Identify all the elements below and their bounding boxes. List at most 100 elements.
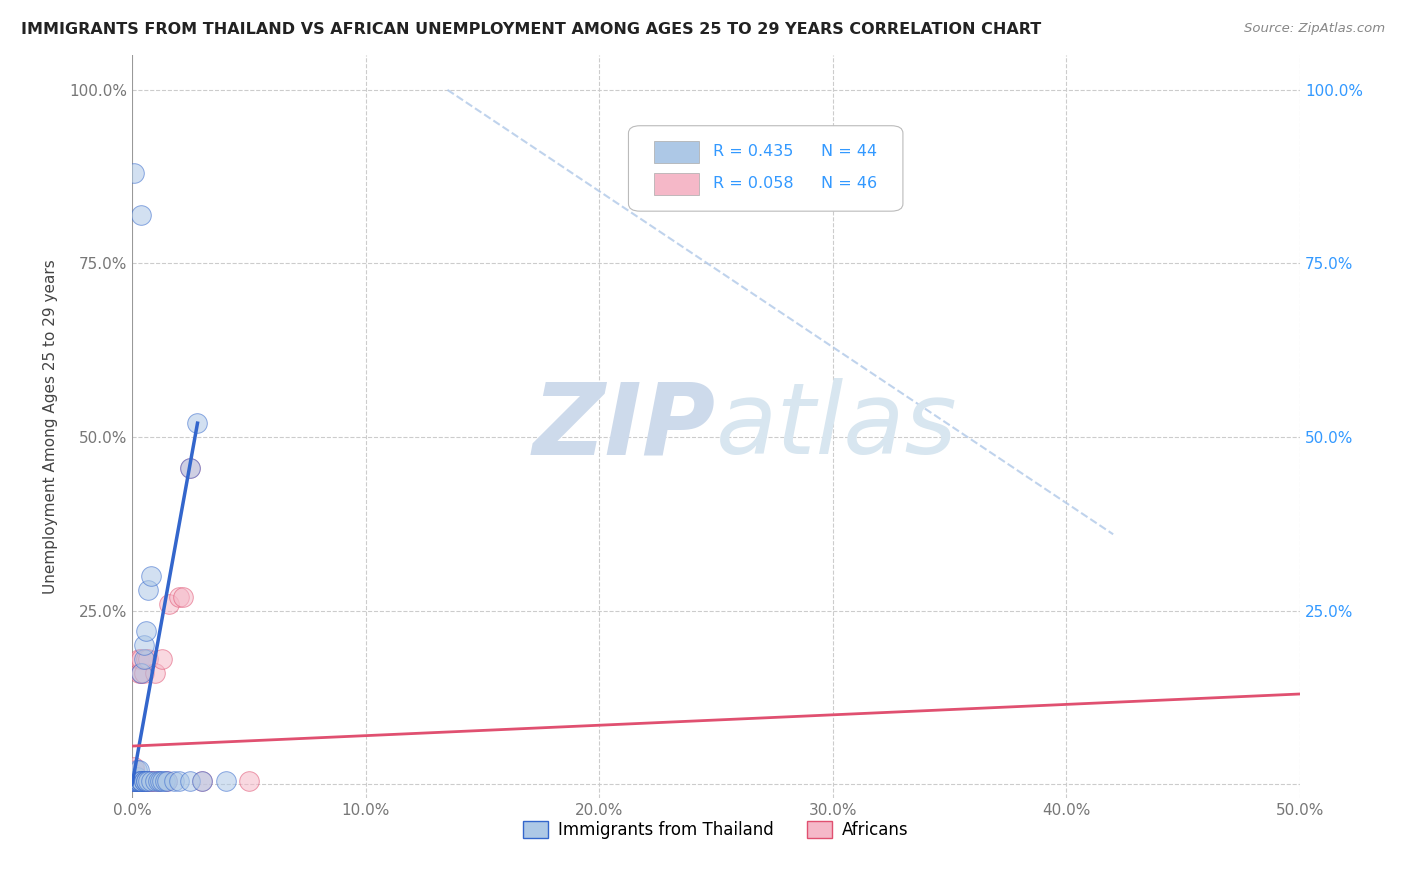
Point — [125, 773, 148, 788]
Point — [186, 416, 208, 430]
Text: N = 46: N = 46 — [821, 177, 877, 191]
Point — [128, 773, 150, 788]
FancyBboxPatch shape — [654, 172, 699, 194]
Text: R = 0.058: R = 0.058 — [713, 177, 793, 191]
Point — [124, 764, 146, 778]
Point — [167, 590, 190, 604]
Point — [131, 666, 153, 681]
Point — [124, 773, 146, 788]
Point — [138, 773, 160, 788]
Point — [131, 773, 153, 788]
Point — [135, 773, 157, 788]
Point — [131, 773, 153, 788]
Point — [131, 773, 153, 788]
Point — [138, 582, 160, 597]
Point — [124, 773, 146, 788]
Point — [125, 770, 148, 784]
Point — [128, 652, 150, 666]
Point — [125, 773, 148, 788]
Point — [238, 773, 260, 788]
Y-axis label: Unemployment Among Ages 25 to 29 years: Unemployment Among Ages 25 to 29 years — [44, 260, 58, 594]
Point — [135, 652, 157, 666]
Point — [172, 590, 194, 604]
Point — [135, 624, 157, 639]
Text: IMMIGRANTS FROM THAILAND VS AFRICAN UNEMPLOYMENT AMONG AGES 25 TO 29 YEARS CORRE: IMMIGRANTS FROM THAILAND VS AFRICAN UNEM… — [21, 22, 1042, 37]
Text: R = 0.435: R = 0.435 — [713, 145, 793, 160]
Point — [131, 773, 153, 788]
Point — [125, 764, 148, 778]
Point — [124, 773, 146, 788]
Point — [139, 569, 162, 583]
Point — [124, 773, 146, 788]
Point — [125, 773, 148, 788]
Point — [132, 773, 155, 788]
Point — [124, 773, 146, 788]
Point — [128, 773, 150, 788]
Point — [125, 773, 148, 788]
Point — [139, 773, 162, 788]
Point — [135, 773, 157, 788]
Point — [138, 773, 160, 788]
Point — [128, 764, 150, 778]
Point — [159, 597, 181, 611]
Point — [124, 773, 146, 788]
Point — [138, 652, 160, 666]
Point — [131, 652, 153, 666]
Point — [152, 652, 174, 666]
Point — [128, 773, 150, 788]
FancyBboxPatch shape — [628, 126, 903, 211]
Point — [125, 773, 148, 788]
Point — [124, 773, 146, 788]
Point — [132, 652, 155, 666]
Point — [125, 773, 148, 788]
Point — [153, 773, 176, 788]
Point — [124, 760, 146, 774]
Point — [179, 461, 201, 475]
Point — [124, 773, 146, 788]
Point — [125, 773, 148, 788]
Point — [135, 773, 157, 788]
Text: N = 44: N = 44 — [821, 145, 877, 160]
Point — [214, 773, 236, 788]
Text: atlas: atlas — [716, 378, 957, 475]
Legend: Immigrants from Thailand, Africans: Immigrants from Thailand, Africans — [516, 814, 915, 846]
Point — [167, 773, 190, 788]
Point — [191, 773, 214, 788]
Point — [156, 773, 179, 788]
Point — [132, 666, 155, 681]
FancyBboxPatch shape — [654, 141, 699, 163]
Point — [125, 773, 148, 788]
Point — [124, 773, 146, 788]
Point — [131, 208, 153, 222]
Point — [125, 773, 148, 788]
Point — [146, 773, 169, 788]
Point — [124, 773, 146, 788]
Point — [124, 166, 146, 180]
Point — [124, 773, 146, 788]
Point — [132, 773, 155, 788]
Point — [128, 773, 150, 788]
Text: ZIP: ZIP — [533, 378, 716, 475]
Point — [128, 666, 150, 681]
Point — [124, 773, 146, 788]
Point — [179, 773, 201, 788]
Point — [125, 773, 148, 788]
Point — [163, 773, 186, 788]
Point — [156, 773, 179, 788]
Point — [124, 773, 146, 788]
Point — [152, 773, 174, 788]
Point — [179, 461, 201, 475]
Point — [191, 773, 214, 788]
Text: Source: ZipAtlas.com: Source: ZipAtlas.com — [1244, 22, 1385, 36]
Point — [131, 773, 153, 788]
Point — [149, 773, 172, 788]
Point — [142, 773, 165, 788]
Point — [124, 767, 146, 781]
Point — [132, 639, 155, 653]
Point — [145, 773, 167, 788]
Point — [132, 773, 155, 788]
Point — [125, 773, 148, 788]
Point — [146, 773, 169, 788]
Point — [128, 773, 150, 788]
Point — [131, 666, 153, 681]
